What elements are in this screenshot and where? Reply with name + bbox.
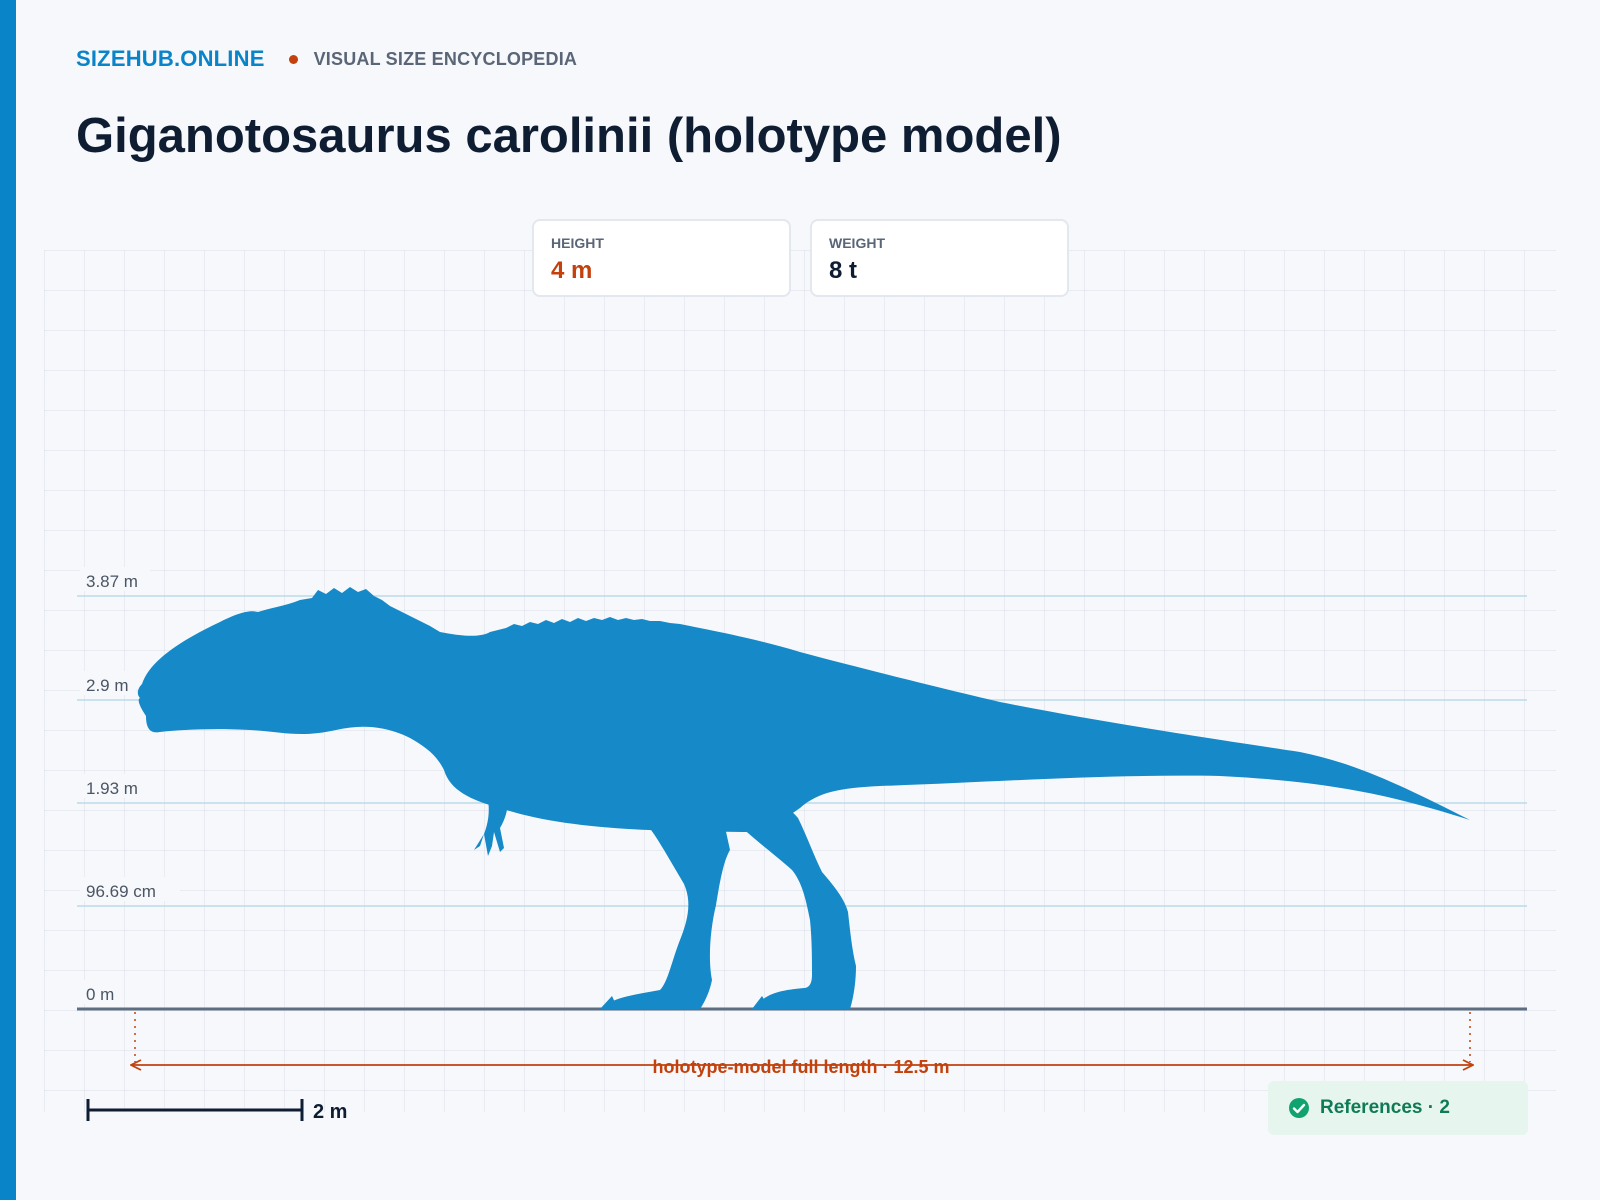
- weight-value: 8 t: [829, 257, 858, 284]
- page-title: Giganotosaurus carolinii (holotype model…: [76, 109, 1062, 163]
- tick-label-2: 1.93 m: [86, 779, 138, 798]
- tick-label-0: 0 m: [86, 985, 114, 1004]
- height-tick-labels: 0 m 96.69 cm 1.93 m 2.9 m 3.87 m: [80, 567, 180, 1004]
- length-measurement: holotype-model full length · 12.5 m: [131, 1012, 1473, 1077]
- weight-card: WEIGHT 8 t: [810, 219, 1069, 297]
- references-label: References · 2: [1320, 1097, 1450, 1118]
- references-badge[interactable]: References · 2: [1268, 1081, 1528, 1135]
- length-label: holotype-model full length · 12.5 m: [652, 1057, 949, 1077]
- silhouette-toe-2: [752, 996, 770, 1009]
- height-value: 4 m: [551, 257, 593, 284]
- brand-separator-dot: [288, 54, 298, 64]
- height-label: HEIGHT: [551, 235, 604, 251]
- tick-label-1: 96.69 cm: [86, 882, 156, 901]
- silhouette-body: [137, 587, 1470, 832]
- scale-bar-label: 2 m: [313, 1101, 347, 1123]
- tick-label-3: 2.9 m: [86, 676, 129, 695]
- brand-row: SIZEHUB.ONLINE VISUAL SIZE ENCYCLOPEDIA: [76, 46, 577, 72]
- silhouette-toe-1: [600, 996, 618, 1009]
- accent-bar: [0, 0, 16, 1200]
- silhouette-arm: [474, 800, 508, 856]
- silhouette-leg-far: [604, 800, 730, 1009]
- giganotosaurus-silhouette: [137, 587, 1470, 1009]
- tagline: VISUAL SIZE ENCYCLOPEDIA: [313, 48, 578, 69]
- silhouette-leg-near: [720, 800, 856, 1009]
- check-circle-icon: [1289, 1098, 1309, 1118]
- brand-link[interactable]: SIZEHUB.ONLINE: [76, 46, 265, 71]
- weight-label: WEIGHT: [829, 235, 885, 251]
- height-card: HEIGHT 4 m: [532, 219, 791, 297]
- scale-bar: 2 m: [86, 1099, 347, 1123]
- tick-label-4: 3.87 m: [86, 572, 138, 591]
